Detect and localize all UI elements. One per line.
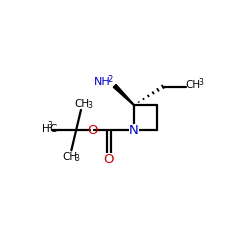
Text: CH: CH bbox=[62, 152, 78, 162]
Text: 3: 3 bbox=[87, 100, 92, 110]
Text: N: N bbox=[129, 124, 139, 136]
Polygon shape bbox=[113, 84, 134, 105]
Text: 3: 3 bbox=[75, 154, 80, 163]
Text: CH: CH bbox=[75, 98, 90, 108]
Text: NH: NH bbox=[94, 77, 111, 87]
Text: C: C bbox=[49, 124, 56, 134]
Text: 3: 3 bbox=[47, 121, 52, 130]
Text: CH: CH bbox=[186, 80, 201, 90]
Text: 2: 2 bbox=[108, 75, 113, 84]
Text: 3: 3 bbox=[198, 78, 203, 87]
Text: O: O bbox=[87, 124, 98, 136]
Text: H: H bbox=[42, 124, 50, 134]
Text: O: O bbox=[104, 154, 114, 166]
